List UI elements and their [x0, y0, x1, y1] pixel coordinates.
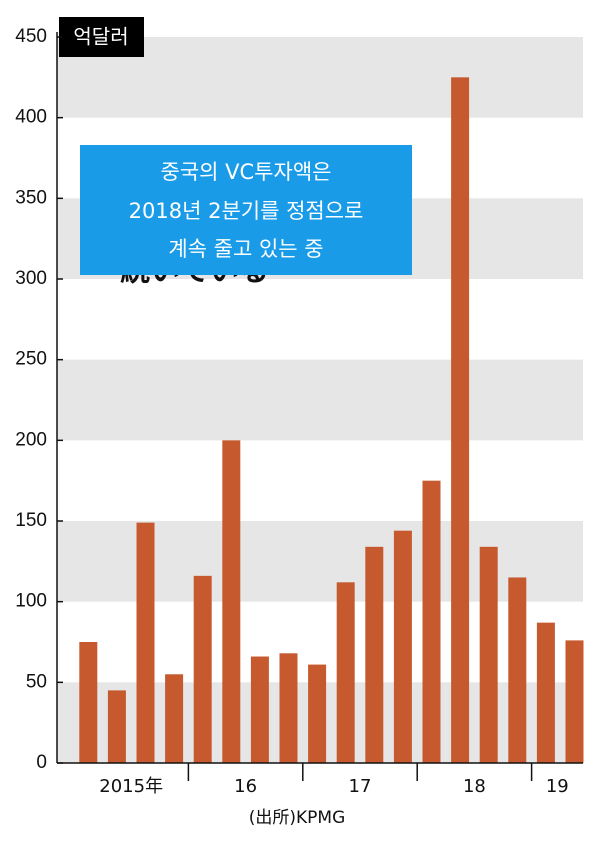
- grid-band: [57, 37, 583, 118]
- bar: [79, 642, 98, 763]
- y-tick-label: 400: [15, 107, 47, 128]
- y-tick-label: 50: [26, 671, 47, 692]
- x-group-label: 18: [463, 776, 486, 797]
- bar: [365, 546, 384, 763]
- y-tick-label: 150: [15, 510, 47, 531]
- source: (出所)KPMG: [249, 808, 346, 828]
- bar: [193, 575, 212, 763]
- y-tick-label: 250: [15, 349, 47, 370]
- annotation-line: 2018년 2분기를 정점으로: [129, 199, 364, 223]
- grid-band: [57, 521, 583, 602]
- x-group-label: 2015年: [99, 776, 163, 797]
- annotation-line: 계속 줄고 있는 중: [168, 237, 323, 261]
- bar: [479, 546, 498, 763]
- bar: [536, 622, 555, 763]
- bar: [336, 582, 355, 763]
- grid-band: [57, 359, 583, 441]
- y-tick-label: 100: [15, 591, 47, 612]
- bar: [165, 674, 184, 763]
- y-tick-label: 200: [15, 429, 47, 450]
- bar: [508, 577, 527, 763]
- unit-box: [59, 17, 144, 57]
- bar: [308, 664, 327, 763]
- y-tick-label: 450: [15, 26, 47, 47]
- bar: [136, 522, 155, 763]
- bar: [222, 440, 241, 763]
- bar: [422, 480, 441, 763]
- annotation-box: [80, 145, 412, 275]
- x-group-label: 16: [234, 776, 257, 797]
- unit-label: 억달러: [73, 25, 128, 49]
- bar: [565, 640, 584, 763]
- y-tick-label: 350: [15, 187, 47, 208]
- y-tick-label: 0: [36, 752, 47, 773]
- annotation-line: 중국의 VC투자액은: [161, 160, 332, 184]
- bar: [451, 77, 470, 764]
- bar: [107, 690, 126, 763]
- x-group-label: 19: [546, 776, 569, 797]
- x-group-label: 17: [349, 776, 372, 797]
- bar: [250, 656, 269, 763]
- bar: [393, 530, 412, 763]
- bar: [279, 653, 298, 763]
- y-tick-label: 300: [15, 268, 47, 289]
